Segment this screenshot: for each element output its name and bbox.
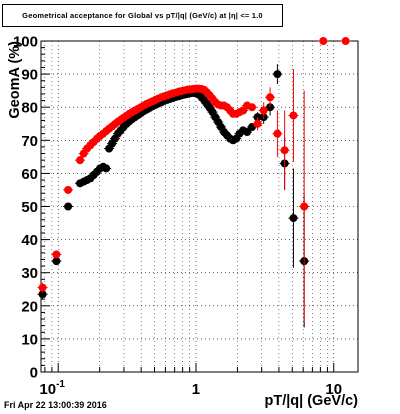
y-tick-label: 90 xyxy=(21,67,38,84)
x-tick-label-exponent: -1 xyxy=(56,379,65,390)
data-point xyxy=(289,214,298,223)
data-point xyxy=(76,156,85,165)
x-tick-label: 10-1 xyxy=(39,379,65,398)
x-tick-label: 10 xyxy=(325,381,342,398)
y-tick-label: 60 xyxy=(21,166,38,183)
timestamp: Fri Apr 22 13:00:39 2016 xyxy=(4,400,107,410)
data-point xyxy=(341,37,350,45)
x-tick-label: 1 xyxy=(192,381,200,398)
data-point xyxy=(102,164,111,173)
data-point xyxy=(64,185,73,194)
data-point xyxy=(38,283,47,292)
y-tick-label: 80 xyxy=(21,100,38,117)
data-point xyxy=(273,70,282,79)
data-point xyxy=(289,111,298,120)
x-axis-label: pT/|q| (GeV/c) xyxy=(264,393,358,409)
data-point xyxy=(319,37,328,45)
data-point xyxy=(300,202,309,211)
series-0 xyxy=(37,64,310,328)
data-point xyxy=(247,103,256,112)
y-axis-label: GeomA (%) xyxy=(7,41,23,119)
y-tick-label: 50 xyxy=(21,199,38,216)
y-tick-label: 20 xyxy=(21,298,38,315)
series-1 xyxy=(37,37,351,323)
data-point xyxy=(64,202,73,211)
data-series xyxy=(37,37,351,328)
y-tick-label: 0 xyxy=(30,365,38,382)
data-point xyxy=(259,106,268,115)
data-point xyxy=(266,93,275,102)
y-tick-label: 40 xyxy=(21,232,38,249)
y-tick-label: 30 xyxy=(21,265,38,282)
data-point xyxy=(280,146,289,155)
chart-title: Geometrical acceptance for Global vs pT/… xyxy=(2,4,283,27)
data-point xyxy=(273,129,282,138)
y-tick-label: 70 xyxy=(21,133,38,150)
data-point xyxy=(52,250,61,259)
data-point xyxy=(38,290,47,299)
data-point xyxy=(243,128,252,137)
data-point xyxy=(52,257,61,266)
y-tick-label: 100 xyxy=(13,34,38,51)
data-point xyxy=(253,119,262,128)
y-tick-label: 10 xyxy=(21,331,38,348)
